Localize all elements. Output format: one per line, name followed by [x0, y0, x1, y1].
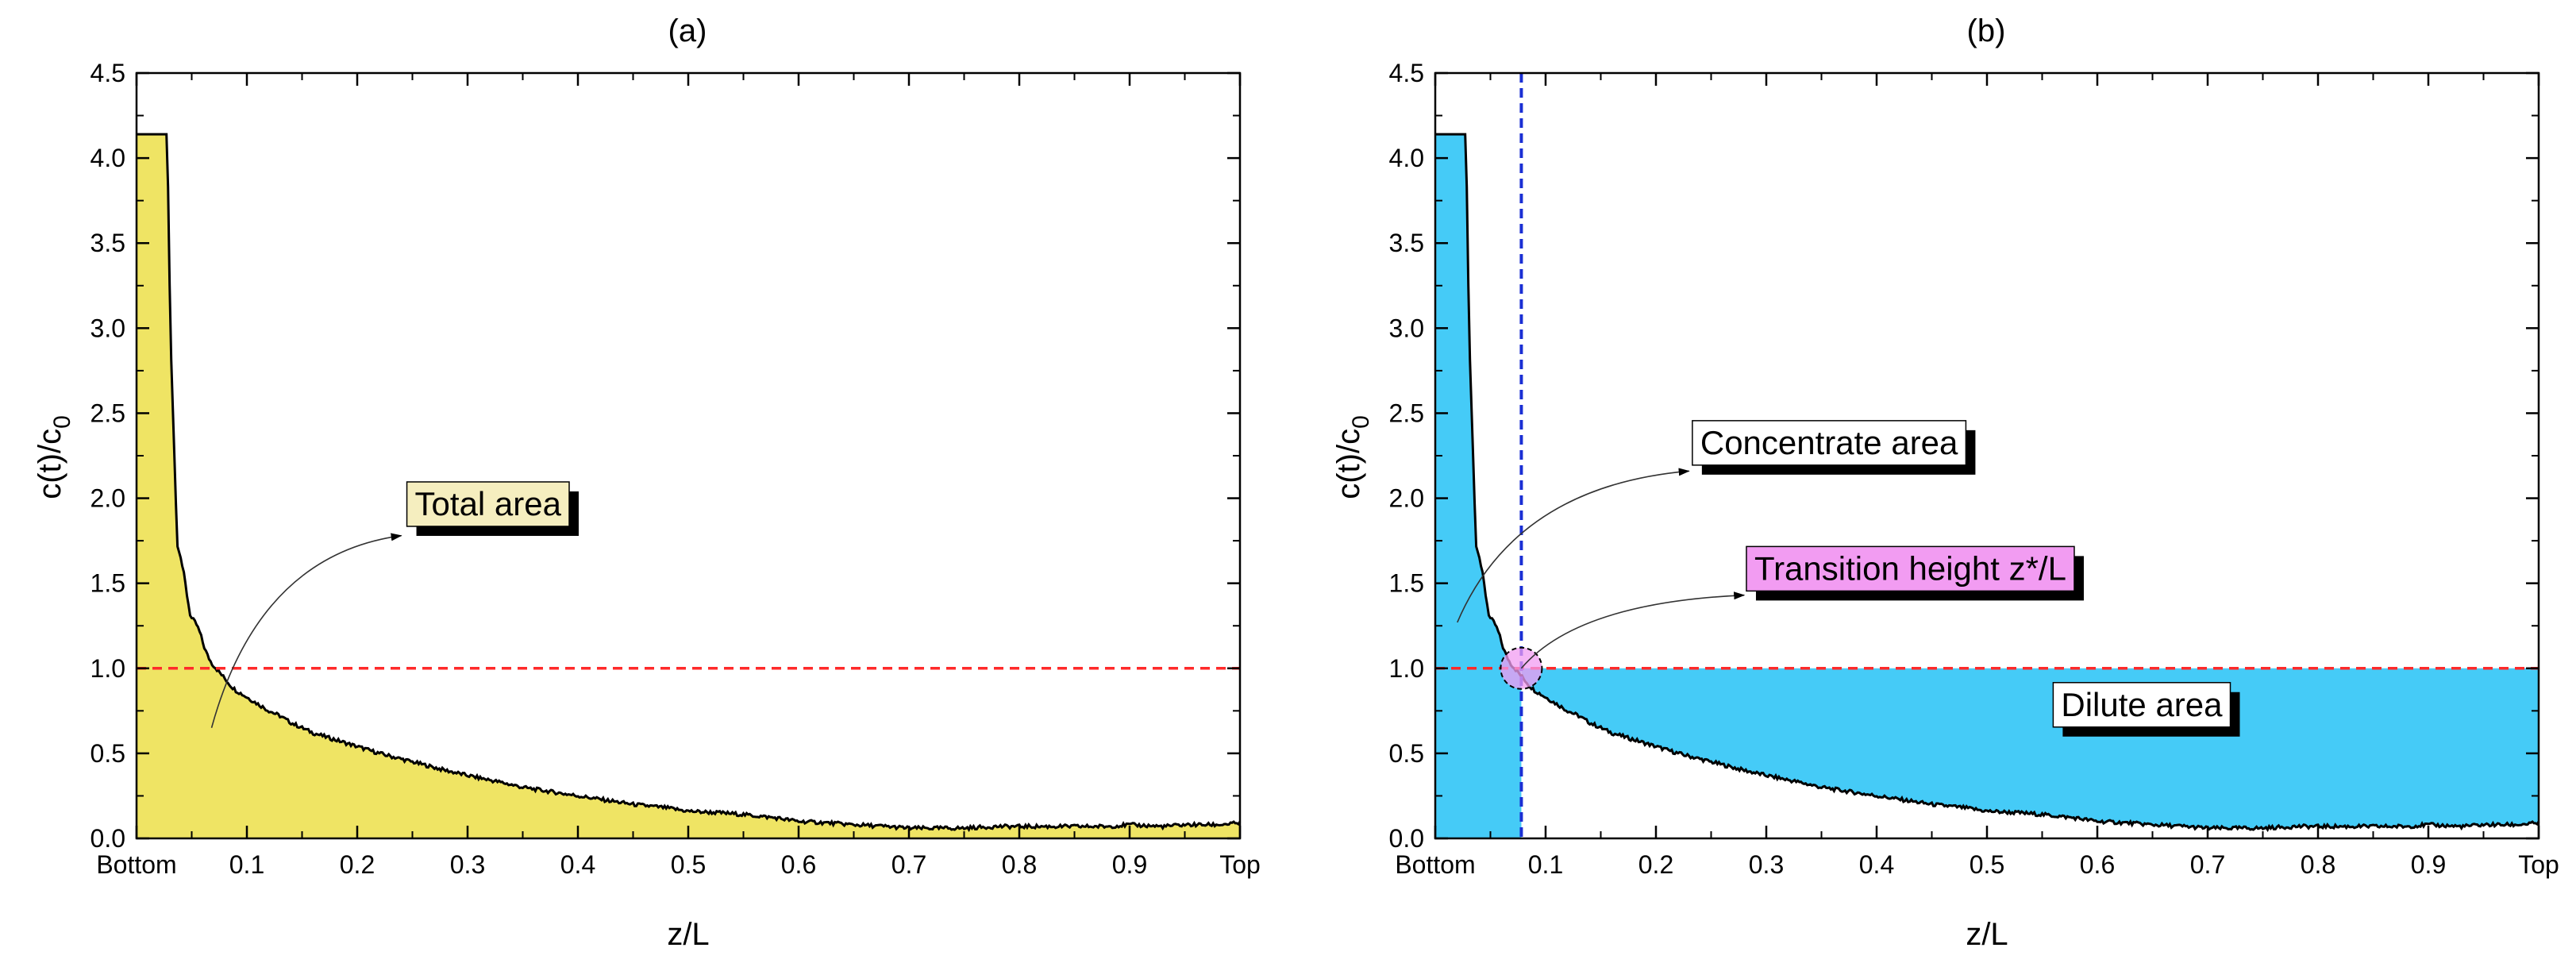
y-tick-label: 2.5 — [1389, 399, 1424, 427]
concentrate-area-base-fill — [1435, 668, 1522, 838]
panel-b-y-title-main: c(t)/c — [1331, 429, 1366, 499]
panel-a-title: (a) — [668, 13, 707, 48]
y-tick-label: 0.0 — [90, 824, 125, 853]
panel-b-title: (b) — [1967, 13, 2006, 48]
panel-b-y-title-sub: 0 — [1348, 415, 1374, 429]
x-tick-label: 0.5 — [1970, 850, 2004, 879]
x-tick-label: 0.1 — [229, 850, 264, 879]
transition-height-label: Transition height z*/L — [1746, 545, 2084, 601]
x-tick-label: Bottom — [96, 850, 176, 879]
concentration-curve — [1435, 133, 2540, 833]
y-tick-label: 4.5 — [1389, 59, 1424, 87]
panel-a-plot: Bottom 0.1 0.2 0.3 0.4 0.5 0.6 0.7 0.8 0.9 Top 0.0 0… — [90, 59, 1261, 879]
y-tick-label: 3.0 — [1389, 314, 1424, 342]
dilute-area-label-text: Dilute area — [2061, 686, 2223, 723]
annotation-arrow — [210, 533, 402, 728]
x-tick-label: 0.3 — [450, 850, 485, 879]
y-tick-label: 2.0 — [1389, 484, 1424, 513]
total-area-label-text: Total area — [415, 485, 562, 522]
y-tick-label: 0.5 — [1389, 739, 1424, 768]
x-tick-label: 0.2 — [340, 850, 375, 879]
x-tick-label: 0.9 — [1112, 850, 1147, 879]
panel-a-annotations: Total area — [210, 481, 580, 728]
x-tick-label: 0.6 — [2080, 850, 2115, 879]
y-tick-label: 1.0 — [1389, 654, 1424, 683]
transition-height-label-text: Transition height z*/L — [1754, 549, 2066, 587]
panel-b-y-title: c(t)/c0 — [1331, 415, 1374, 499]
x-tick-label: 0.9 — [2411, 850, 2446, 879]
x-tick-label: Top — [2518, 850, 2559, 879]
x-tick-label: 0.7 — [891, 850, 926, 879]
panel-a-y-title-main: c(t)/c — [33, 429, 67, 499]
x-tick-label: 0.4 — [560, 850, 595, 879]
y-tick-label: 4.0 — [1389, 144, 1424, 172]
plot-frame — [135, 71, 1242, 840]
y-tick-label: 1.0 — [90, 654, 125, 683]
x-tick-label: 0.8 — [2301, 850, 2335, 879]
x-tick-label: 0.8 — [1002, 850, 1037, 879]
concentrate-area-fill — [1435, 134, 1522, 839]
x-tick-label: 0.1 — [1528, 850, 1563, 879]
concentrate-area-label-text: Concentrate area — [1700, 424, 1958, 461]
x-tick-label: 0.7 — [2190, 850, 2225, 879]
x-tick-label: 0.3 — [1749, 850, 1784, 879]
y-tick-label: 2.0 — [90, 484, 125, 513]
total-area-fill — [137, 134, 1240, 839]
dilute-area-label: Dilute area — [2052, 682, 2240, 737]
x-tick-label: 0.4 — [1859, 850, 1894, 879]
total-area-label-box — [406, 481, 570, 527]
x-tick-label: 0.6 — [781, 850, 816, 879]
y-tick-label: 2.5 — [90, 399, 125, 427]
panel-a-y-title-sub: 0 — [49, 415, 75, 429]
y-tick-label: 3.0 — [90, 314, 125, 342]
y-tick-label: 1.5 — [1389, 569, 1424, 598]
y-tick-label: 4.5 — [90, 59, 125, 87]
y-tick-label: 4.0 — [90, 144, 125, 172]
x-tick-label: 0.5 — [671, 850, 706, 879]
panel-a-x-title: z/L — [667, 917, 709, 952]
y-tick-label: 0.0 — [1389, 824, 1424, 853]
concentrate-area-label: Concentrate area — [1692, 420, 1976, 475]
panel-b-annotations: Concentrate area Transition height z*/L … — [1457, 420, 2240, 737]
transition-height-label-box — [1746, 545, 2075, 592]
annotation-arrow — [1520, 591, 1746, 669]
panel-a: (a) Bottom 0.1 0.2 0.3 0.4 0.5 0.6 0.7 0.8 0.9 Top… — [33, 13, 1261, 952]
annotation-arrow — [1457, 468, 1690, 623]
x-tick-label: Top — [1219, 850, 1261, 879]
y-tick-label: 3.5 — [90, 229, 125, 257]
x-tick-label: Bottom — [1395, 850, 1475, 879]
total-area-label: Total area — [406, 481, 580, 536]
y-tick-label: 0.5 — [90, 739, 125, 768]
dilute-area-label-box — [2052, 682, 2231, 728]
dilute-area-fill — [1521, 668, 2539, 830]
panel-b-x-title: z/L — [1966, 917, 2008, 952]
concentration-curve — [137, 133, 1242, 833]
panel-b-plot: Bottom 0.1 0.2 0.3 0.4 0.5 0.6 0.7 0.8 0.9 Top 0.0 0… — [1389, 59, 2559, 879]
y-tick-label: 1.5 — [90, 569, 125, 598]
panel-a-y-title: c(t)/c0 — [33, 415, 75, 499]
panel-b: (b) Bottom 0.1 0.2 0.3 0.4 0.5 0.6 0.7 0.8 0.9 Top… — [1331, 13, 2559, 952]
concentrate-area-label-box — [1692, 420, 1967, 466]
y-tick-label: 3.5 — [1389, 229, 1424, 257]
x-tick-label: 0.2 — [1638, 850, 1673, 879]
